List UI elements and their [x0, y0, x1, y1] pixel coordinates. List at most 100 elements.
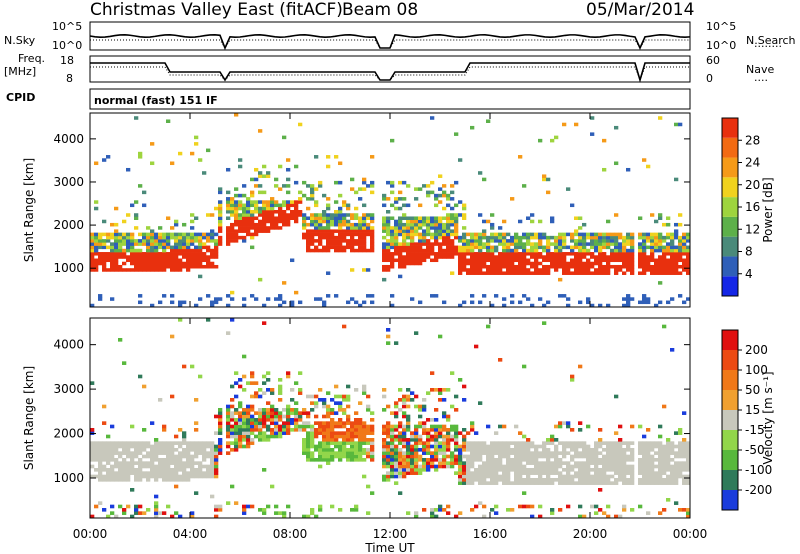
heatmap-cell — [282, 210, 287, 214]
heatmap-cell — [602, 454, 607, 459]
heatmap-cell — [510, 468, 515, 472]
heatmap-cell — [558, 481, 563, 485]
heatmap-cell — [258, 508, 263, 512]
heatmap-cell — [590, 461, 595, 465]
heatmap-cell — [450, 255, 455, 259]
heatmap-cell — [534, 252, 539, 256]
heatmap-cell — [382, 252, 387, 256]
heatmap-cell — [434, 438, 439, 442]
heatmap-cell — [414, 444, 419, 449]
heatmap-cell — [462, 235, 467, 240]
heatmap-cell — [514, 474, 519, 479]
heatmap-cell — [126, 461, 131, 465]
heatmap-cell — [442, 388, 447, 392]
heatmap-cell — [174, 468, 179, 472]
heatmap-cell — [662, 404, 667, 409]
heatmap-cell — [674, 252, 679, 256]
heatmap-cell — [230, 229, 235, 233]
heatmap-cell — [382, 193, 387, 198]
heatmap-cell — [326, 164, 331, 169]
heatmap-cell — [250, 424, 255, 429]
heatmap-cell — [582, 478, 587, 482]
heatmap-cell — [118, 461, 123, 465]
heatmap-cell — [470, 271, 475, 275]
heatmap-cell — [154, 242, 159, 246]
heatmap-cell — [658, 245, 663, 250]
heatmap-cell — [306, 448, 311, 452]
heatmap-cell — [670, 297, 675, 301]
heatmap-cell — [418, 464, 423, 469]
heatmap-cell — [366, 484, 371, 489]
heatmap-cell — [446, 388, 451, 392]
heatmap-cell — [286, 431, 291, 435]
freq-trace — [90, 62, 690, 83]
heatmap-cell — [294, 401, 299, 405]
heatmap-cell — [358, 239, 363, 243]
heatmap-cell — [246, 438, 251, 442]
heatmap-cell — [654, 242, 659, 246]
heatmap-cell — [358, 248, 363, 253]
heatmap-cell — [174, 248, 179, 253]
heatmap-cell — [230, 197, 235, 201]
heatmap-cell — [306, 451, 311, 455]
heatmap-cell — [258, 229, 263, 233]
heatmap-cell — [190, 441, 195, 445]
heatmap-cell — [398, 471, 403, 475]
heatmap-cell — [458, 252, 463, 256]
heatmap-cell — [246, 219, 251, 224]
heatmap-cell — [250, 371, 255, 375]
heatmap-cell — [462, 261, 467, 266]
heatmap-cell — [298, 210, 303, 214]
heatmap-cell — [226, 226, 231, 230]
heatmap-cell — [190, 255, 195, 259]
heatmap-cell — [534, 232, 539, 237]
heatmap-cell — [322, 451, 327, 455]
heatmap-cell — [242, 388, 247, 392]
heatmap-cell — [662, 235, 667, 240]
heatmap-cell — [430, 438, 435, 442]
heatmap-cell — [582, 471, 587, 475]
heatmap-cell — [150, 421, 155, 425]
heatmap-cell — [386, 197, 391, 201]
heatmap-cell — [494, 511, 499, 515]
heatmap-cell — [134, 461, 139, 465]
heatmap-cell — [110, 444, 115, 449]
heatmap-cell — [582, 461, 587, 465]
heatmap-cell — [158, 468, 163, 472]
heatmap-cell — [130, 239, 135, 243]
heatmap-cell — [254, 226, 259, 230]
heatmap-cell — [386, 258, 391, 263]
heatmap-cell — [666, 444, 671, 449]
heatmap-cell — [474, 444, 479, 449]
heatmap-cell — [618, 242, 623, 246]
heatmap-cell — [326, 219, 331, 224]
heatmap-cell — [158, 471, 163, 475]
heatmap-cell — [438, 388, 443, 392]
heatmap-cell — [146, 252, 151, 256]
heatmap-cell — [482, 258, 487, 263]
heatmap-cell — [262, 226, 267, 230]
heatmap-cell — [454, 203, 459, 208]
heatmap-cell — [330, 235, 335, 240]
heatmap-cell — [622, 239, 627, 243]
heatmap-cell — [622, 448, 627, 452]
heatmap-cell — [478, 454, 483, 459]
heatmap-cell — [662, 261, 667, 266]
heatmap-cell — [554, 468, 559, 472]
heatmap-cell — [354, 222, 359, 227]
heatmap-cell — [234, 239, 239, 243]
heatmap-cell — [678, 245, 683, 250]
heatmap-cell — [270, 418, 275, 422]
heatmap-cell — [362, 245, 367, 250]
heatmap-cell — [466, 471, 471, 475]
heatmap-cell — [514, 258, 519, 263]
heatmap-cell — [354, 441, 359, 445]
heatmap-cell — [518, 471, 523, 475]
heatmap-cell — [614, 255, 619, 259]
heatmap-cell — [218, 418, 223, 422]
heatmap-cell — [650, 448, 655, 452]
heatmap-cell — [342, 448, 347, 452]
heatmap-cell — [146, 242, 151, 246]
heatmap-cell — [130, 464, 135, 469]
heatmap-cell — [546, 264, 551, 269]
